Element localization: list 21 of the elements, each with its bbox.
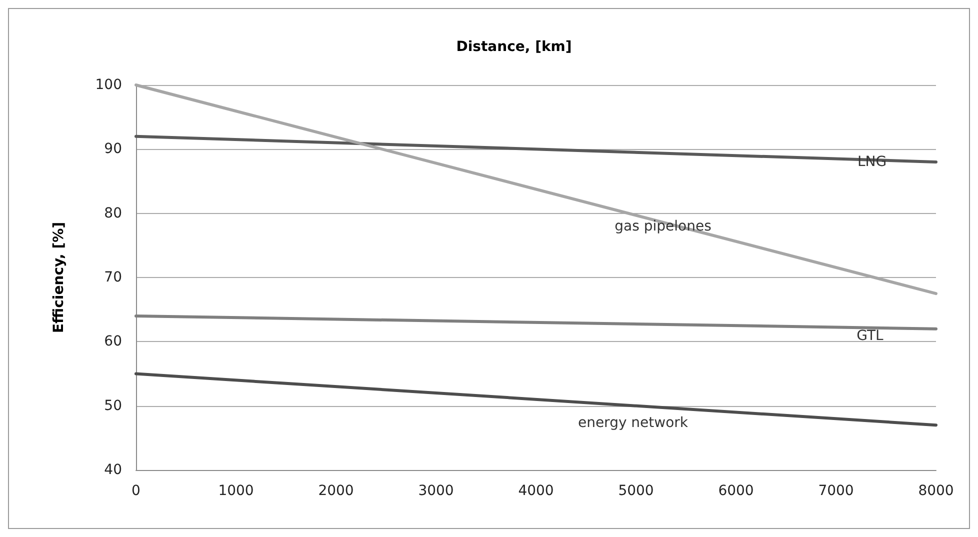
y-tick-label: 80 xyxy=(104,205,122,222)
x-tick-label: 7000 xyxy=(818,483,854,499)
y-axis-title: Efficiency, [%] xyxy=(51,222,67,334)
x-axis-title: Distance, [km] xyxy=(456,39,572,55)
x-tick-label: 8000 xyxy=(918,483,954,499)
x-tick-label: 5000 xyxy=(618,483,654,499)
y-tick-label: 70 xyxy=(104,270,122,286)
x-tick-label: 0 xyxy=(132,483,140,499)
y-tick-label: 90 xyxy=(104,141,122,158)
x-tick-label: 4000 xyxy=(518,483,554,499)
y-tick-label: 40 xyxy=(104,462,122,478)
series-label: gas pipelones xyxy=(614,218,712,235)
x-tick-label: 2000 xyxy=(318,483,354,499)
series-label: GTL xyxy=(856,328,884,344)
y-tick-label: 50 xyxy=(104,398,122,414)
x-tick-label: 3000 xyxy=(418,483,454,499)
y-tick-label: 100 xyxy=(95,77,122,93)
x-tick-label: 1000 xyxy=(218,483,254,499)
series-label: energy network xyxy=(578,415,689,432)
x-tick-label: 6000 xyxy=(718,483,754,499)
y-tick-label: 60 xyxy=(104,334,122,350)
